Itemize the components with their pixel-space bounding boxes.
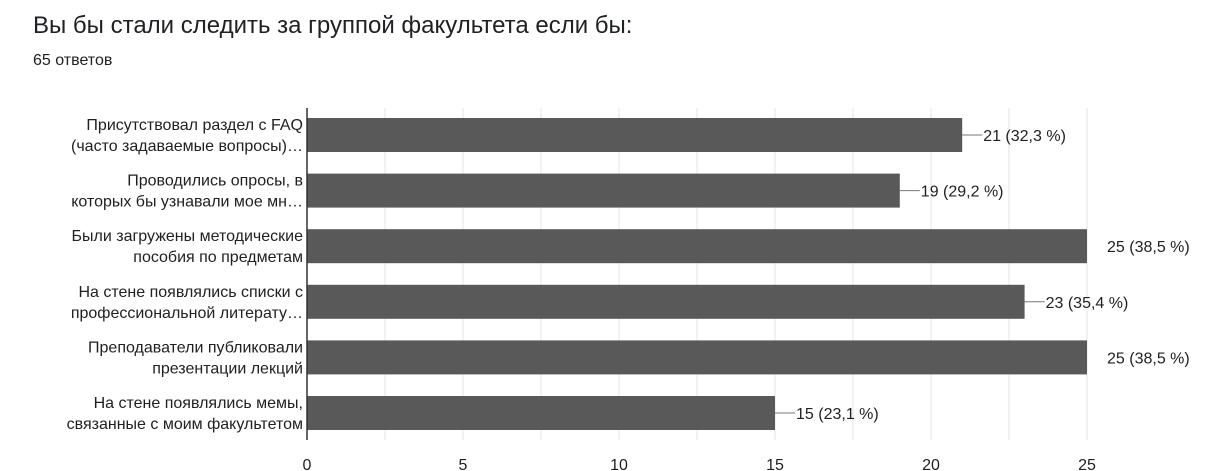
x-axis-ticks: 0 5 10 15 20 25 xyxy=(303,457,1096,471)
category-label: которых бы узнавали мое мн… xyxy=(71,194,303,211)
category-label: пособия по предметам xyxy=(133,249,303,266)
category-label: На стене появлялись списки с xyxy=(78,284,303,301)
question-title: Вы бы стали следить за группой факультет… xyxy=(33,12,633,39)
grid-lines xyxy=(384,108,1088,440)
category-label: связанные с моим факультетом xyxy=(67,416,303,433)
bars xyxy=(307,118,1087,430)
category-labels: Присутствовал раздел с FAQ (часто задавае… xyxy=(67,117,303,433)
data-label: 25 (38,5 %) xyxy=(1107,239,1190,256)
bar xyxy=(307,284,1025,319)
category-label: Преподаватели публиковали xyxy=(88,339,303,356)
bar xyxy=(307,229,1087,264)
bar xyxy=(307,396,775,430)
x-tick-label: 10 xyxy=(610,457,628,471)
category-label: презентации лекций xyxy=(152,360,303,377)
bar xyxy=(307,118,963,152)
bar xyxy=(307,173,900,208)
x-tick-label: 0 xyxy=(303,457,312,471)
category-label: Присутствовал раздел с FAQ xyxy=(86,117,303,134)
category-label: Проводились опросы, в xyxy=(127,173,303,190)
data-labels: 21 (32,3 %) 19 (29,2 %) 25 (38,5 %) 23 (35,… xyxy=(775,128,1190,423)
x-tick-label: 25 xyxy=(1078,457,1096,471)
data-label: 21 (32,3 %) xyxy=(983,128,1066,145)
response-count: 65 ответов xyxy=(33,52,113,69)
x-tick-label: 15 xyxy=(766,457,784,471)
category-label: На стене появлялись мемы, xyxy=(94,395,303,412)
category-label: (часто задаваемые вопросы)… xyxy=(71,138,303,155)
bar xyxy=(307,340,1087,375)
x-tick-label: 20 xyxy=(922,457,940,471)
data-label: 19 (29,2 %) xyxy=(921,184,1004,201)
data-label: 15 (23,1 %) xyxy=(796,406,879,423)
category-label: профессиональной литерату… xyxy=(71,305,303,322)
data-label: 25 (38,5 %) xyxy=(1107,350,1190,367)
data-label: 23 (35,4 %) xyxy=(1046,295,1129,312)
x-tick-label: 5 xyxy=(459,457,468,471)
category-label: Были загружены методические xyxy=(72,228,304,245)
